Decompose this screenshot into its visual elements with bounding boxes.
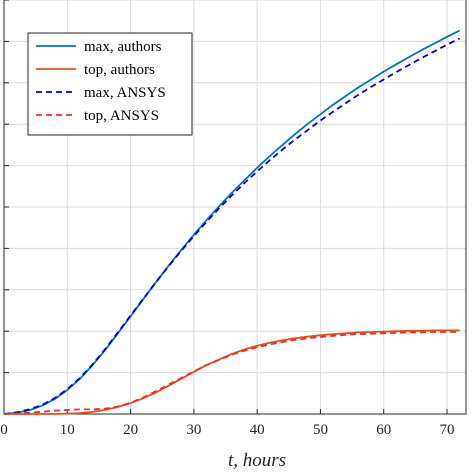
x-tick-label: 30 <box>186 422 201 438</box>
plot-frame <box>3 0 467 415</box>
legend-entry: top, ANSYS <box>84 108 159 124</box>
legend-entry: max, ANSYS <box>84 85 166 101</box>
x-tick-label: 70 <box>440 422 455 438</box>
series-lines <box>3 29 461 415</box>
legend: max, authors top, authors max, ANSYS top, A… <box>27 32 193 136</box>
x-tick-label: 20 <box>123 422 138 438</box>
series-line-4 <box>3 331 460 415</box>
x-tick-label: 0 <box>0 422 8 438</box>
x-axis-title: t, hours <box>228 450 286 471</box>
x-tick-label: 50 <box>313 422 328 438</box>
x-tick-label: 40 <box>250 422 265 438</box>
x-tick-label: 10 <box>60 422 75 438</box>
series-line-2 <box>4 329 460 415</box>
legend-entry: max, authors <box>84 39 162 55</box>
series-line-3 <box>3 37 461 415</box>
legend-entry: top, authors <box>84 62 155 78</box>
grid-lines <box>3 0 466 415</box>
axis-ticks: 0 10 20 30 40 50 60 70 <box>0 0 455 438</box>
legend-box <box>27 32 193 136</box>
x-tick-label: 60 <box>376 422 391 438</box>
